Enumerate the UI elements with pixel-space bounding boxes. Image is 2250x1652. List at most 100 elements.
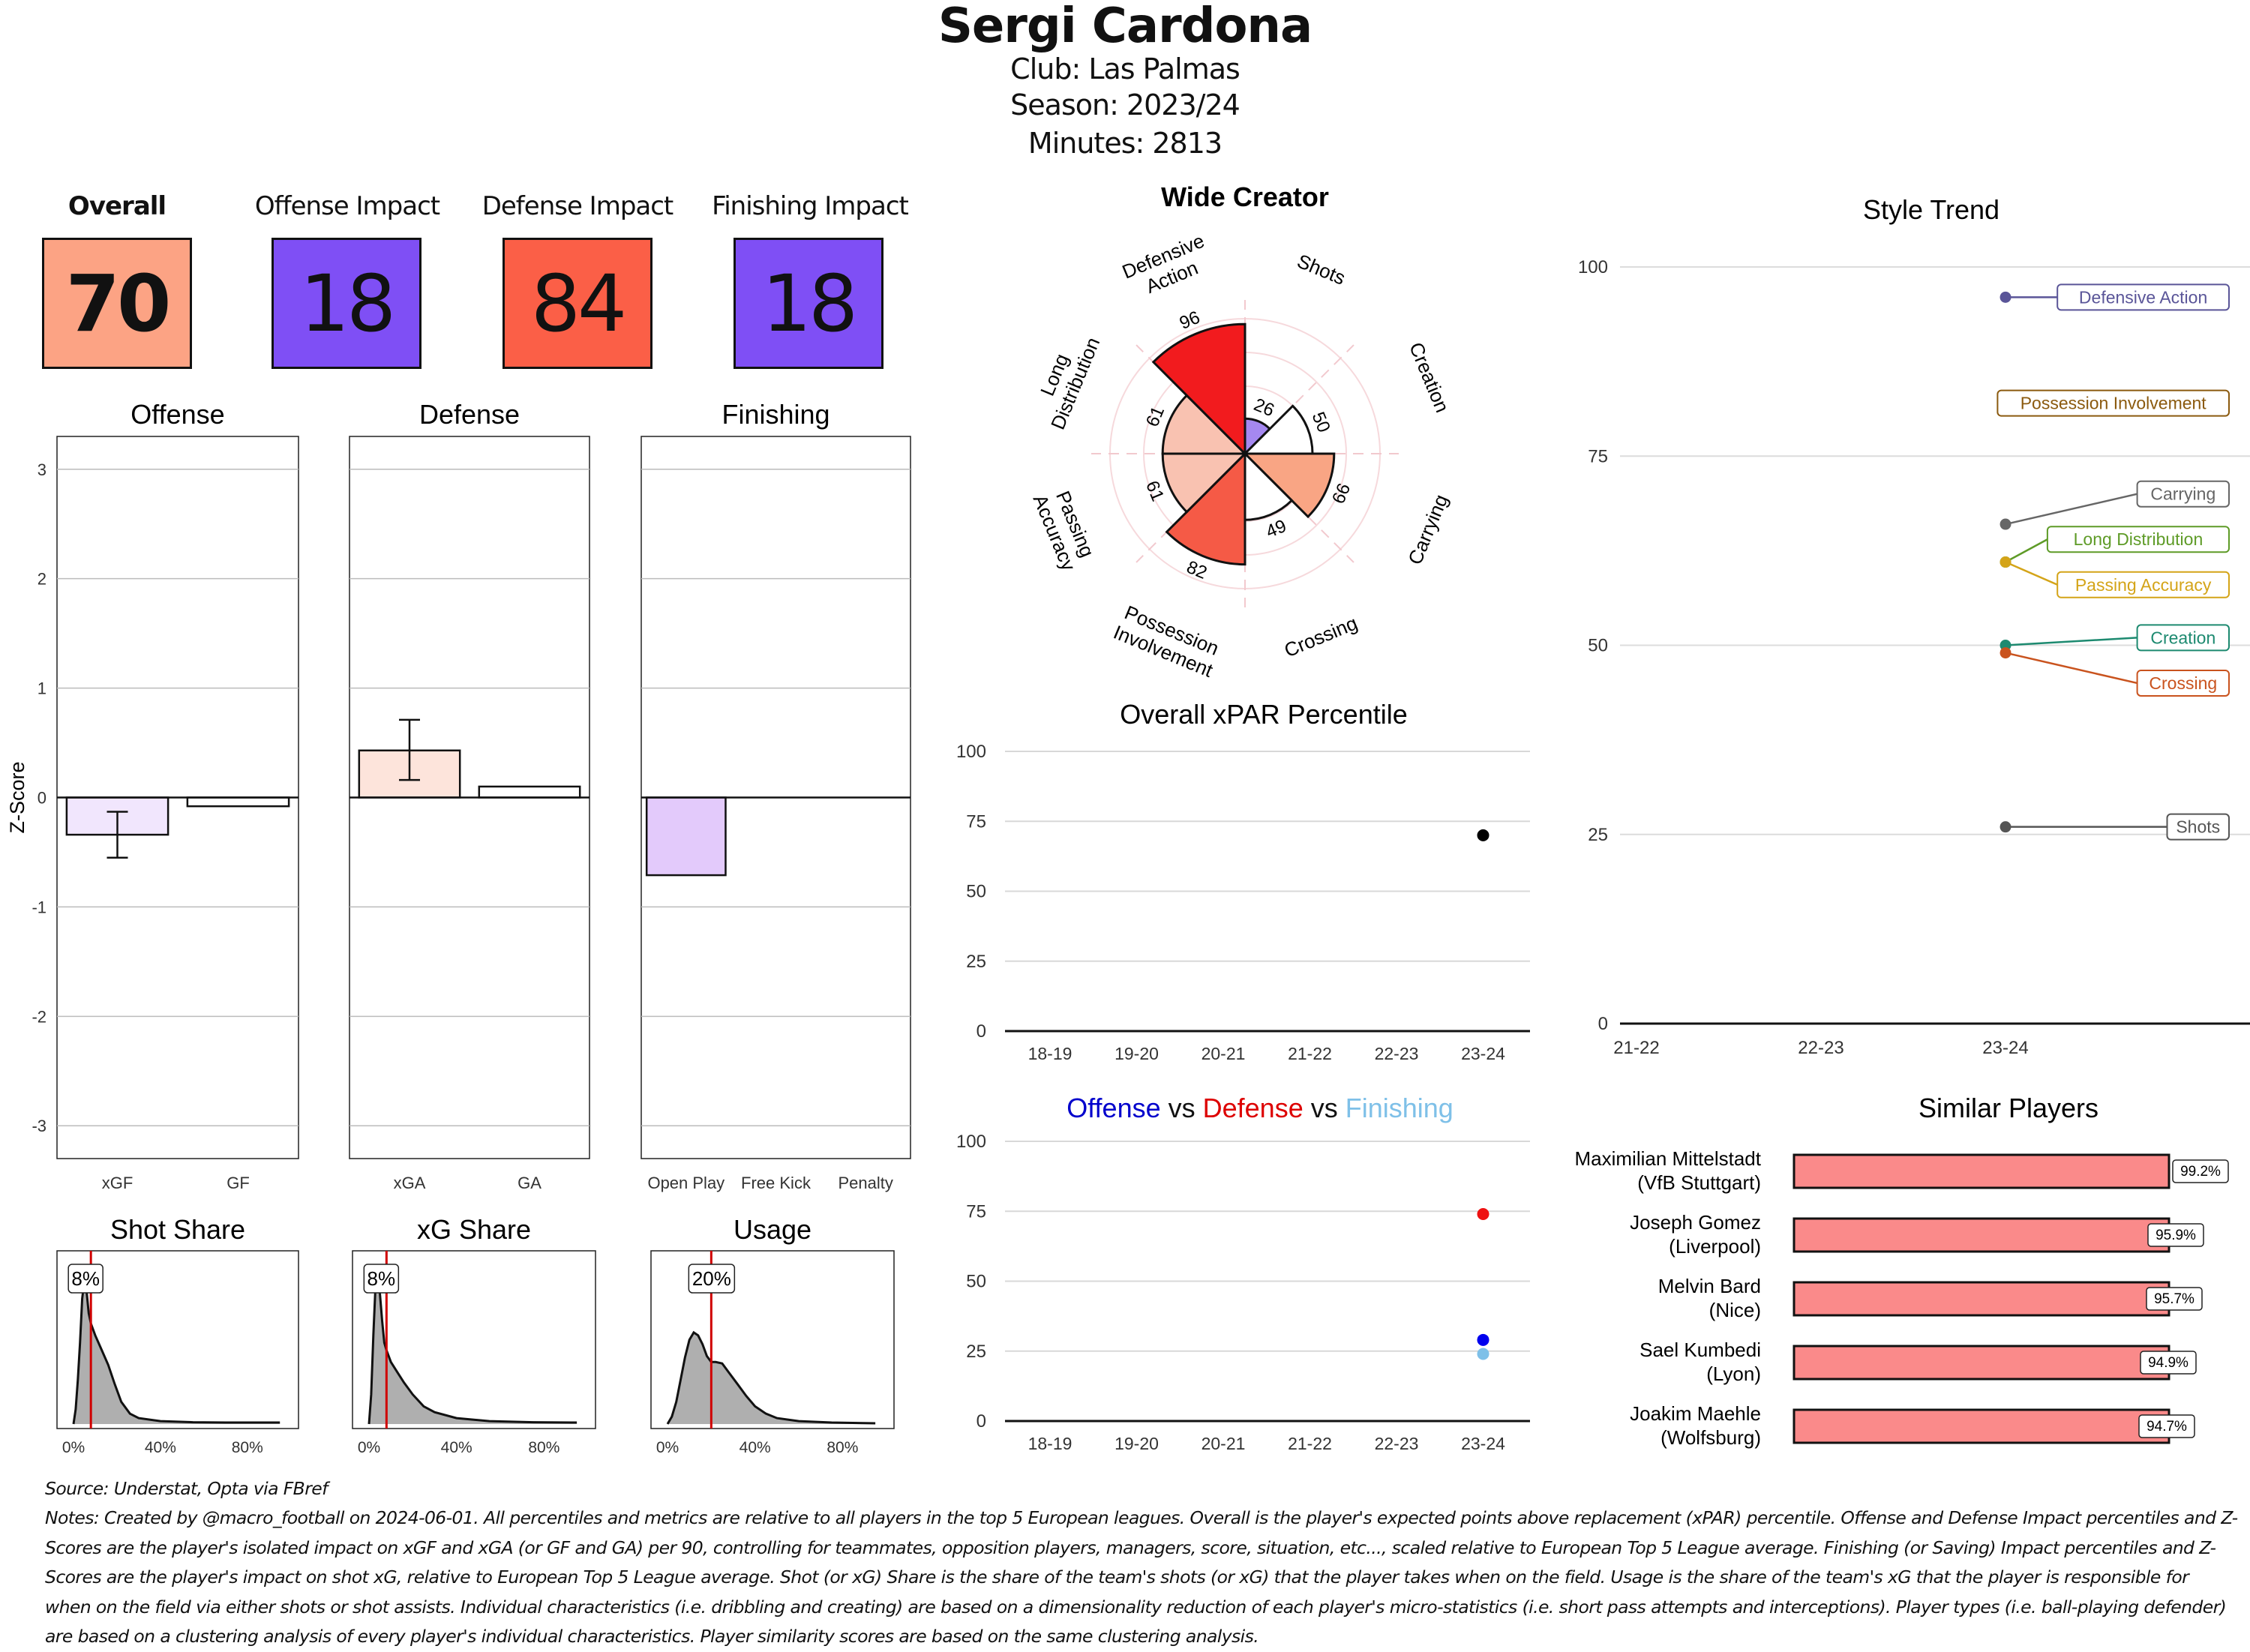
- similar-player-row: Joseph Gomez(Liverpool) 95.9%: [1630, 1211, 2204, 1258]
- trend-label: Creation: [2150, 628, 2216, 647]
- trend-label-box: [2136, 669, 2230, 697]
- trend-label: Passing Accuracy: [2075, 575, 2212, 595]
- y-tick-label: 25: [966, 952, 986, 972]
- x-tick-label: xGA: [394, 1174, 426, 1192]
- metric-value-box: 18: [272, 238, 422, 369]
- y-tick-label: 75: [1588, 446, 1608, 466]
- player-club: (VfB Stuttgart): [1637, 1171, 1761, 1194]
- similar-player-row: Maximilian Mittelstadt(VfB Stuttgart) 99.…: [1574, 1147, 2229, 1194]
- player-name: Melvin Bard: [1658, 1275, 1761, 1297]
- zscore-chart: Z-Score -3 -2 -1 0 1 2 3 Offense xGF GF Defense xGA G…: [6, 399, 911, 1192]
- similarity-label: 94.9%: [2148, 1355, 2188, 1371]
- trend-label-box: [2136, 480, 2230, 508]
- x-tick-label: 22-23: [1375, 1044, 1419, 1063]
- x-tick-label: 23-24: [1461, 1434, 1505, 1453]
- x-tick-label: 40%: [441, 1439, 472, 1456]
- zscore-panel-offense: [56, 436, 299, 1159]
- season-line: Season: 2023/24: [1010, 88, 1240, 121]
- y-tick-label: 3: [38, 460, 46, 479]
- density-line: [72, 1280, 280, 1425]
- polar-wedge: [1161, 452, 1248, 514]
- metric-value-box: 84: [502, 238, 652, 369]
- polar-value-label: 49: [1263, 516, 1289, 542]
- y-tick-label: 50: [1588, 636, 1608, 656]
- trend-label: Long Distribution: [2074, 529, 2204, 549]
- polar-category-line: Crossing: [1281, 611, 1360, 661]
- trend-label-box: [2046, 526, 2230, 553]
- panel-title: Shot Share: [110, 1214, 245, 1245]
- panel-title: Usage: [734, 1214, 812, 1245]
- trend-point: [2000, 556, 2012, 568]
- y-tick-label: 100: [956, 742, 986, 762]
- polar-wedge: [1242, 452, 1336, 519]
- similarity-bar: [1792, 1153, 2170, 1189]
- zscore-panel-finishing: [640, 436, 911, 1159]
- trend-label: Defensive Action: [2079, 287, 2207, 307]
- y-tick-label: 25: [1588, 825, 1608, 845]
- trend-connector: [2005, 493, 2138, 526]
- similarity-label: 95.9%: [2156, 1228, 2196, 1243]
- similarity-bar: [1792, 1408, 2170, 1444]
- polar-category-line: Creation: [1405, 339, 1454, 415]
- player-club: (Wolfsburg): [1660, 1426, 1761, 1449]
- density-area: [668, 1332, 876, 1424]
- panel-title: Defense: [419, 399, 520, 430]
- player-club: (Nice): [1709, 1299, 1761, 1321]
- similarity-label-box: [2147, 1223, 2204, 1247]
- similar-player-row: Joakim Maehle(Wolfsburg) 94.7%: [1630, 1402, 2195, 1449]
- y-axis-label: Z-Score: [6, 761, 28, 833]
- zscore-bar: [186, 796, 290, 808]
- x-tick-label: Open Play: [647, 1174, 724, 1192]
- trend-connector: [2005, 637, 2138, 646]
- y-tick-label: 50: [966, 882, 986, 902]
- trend-label-box: [2166, 813, 2230, 841]
- x-tick-label: 22-23: [1375, 1434, 1419, 1453]
- polar-category-label: Carrying: [1403, 491, 1452, 568]
- x-tick-label: 23-24: [1982, 1038, 2028, 1058]
- metric-title: Offense Impact: [254, 191, 440, 221]
- trend-point: [2000, 291, 2012, 303]
- player-club: (Lyon): [1706, 1363, 1761, 1385]
- panel-title: Offense: [130, 399, 224, 430]
- zscore-bar: [645, 796, 727, 877]
- x-tick-label: GF: [226, 1174, 250, 1192]
- y-tick-label: 1: [38, 679, 46, 698]
- polar-value-label: 26: [1251, 394, 1277, 421]
- x-tick-label: 20-21: [1202, 1434, 1246, 1453]
- marker-label-box: [688, 1264, 736, 1294]
- x-tick-label: Penalty: [838, 1174, 892, 1192]
- density-area: [74, 1280, 280, 1424]
- chart-title: Offense vs Defense vs Finishing: [1066, 1093, 1454, 1123]
- trend-label: Shots: [2176, 817, 2220, 837]
- density-area: [369, 1276, 578, 1424]
- chart-title: Similar Players: [1918, 1093, 2098, 1123]
- polar-wedge: [1151, 322, 1246, 457]
- similarity-label: 99.2%: [2180, 1164, 2221, 1180]
- title-part: vs: [1161, 1093, 1203, 1123]
- data-point: [1477, 829, 1490, 841]
- polar-category-label: Creation: [1405, 339, 1454, 415]
- x-tick-label: 21-22: [1613, 1038, 1659, 1058]
- polar-value-label: 61: [1142, 478, 1168, 504]
- trend-series: Shots: [2000, 813, 2230, 841]
- y-tick-label: -3: [32, 1117, 46, 1135]
- polar-wedge: [1161, 394, 1248, 455]
- source-note: Source: Understat, Opta via FBref: [45, 1478, 328, 1499]
- trend-series: Possession Involvement: [1996, 389, 2230, 417]
- data-point-offense: [1477, 1333, 1490, 1346]
- trend-label-box: [2136, 624, 2230, 652]
- trend-series: Crossing: [2000, 647, 2230, 697]
- trend-point: [2000, 821, 2012, 833]
- similarity-label-box: [2138, 1414, 2195, 1438]
- player-name: Maximilian Mittelstadt: [1574, 1147, 1761, 1170]
- panel-title: Finishing: [722, 399, 830, 430]
- x-tick-label: 23-24: [1461, 1044, 1505, 1063]
- distribution-panel: 20%: [650, 1250, 895, 1429]
- trend-series: Carrying: [2000, 480, 2230, 530]
- x-tick-label: 80%: [232, 1439, 263, 1456]
- club-line: Club: Las Palmas: [1010, 52, 1240, 85]
- y-tick-label: 25: [966, 1342, 986, 1362]
- player-name: Sergi Cardona: [938, 0, 1312, 54]
- marker-label-box: [68, 1264, 104, 1294]
- similarity-label: 95.7%: [2154, 1291, 2194, 1307]
